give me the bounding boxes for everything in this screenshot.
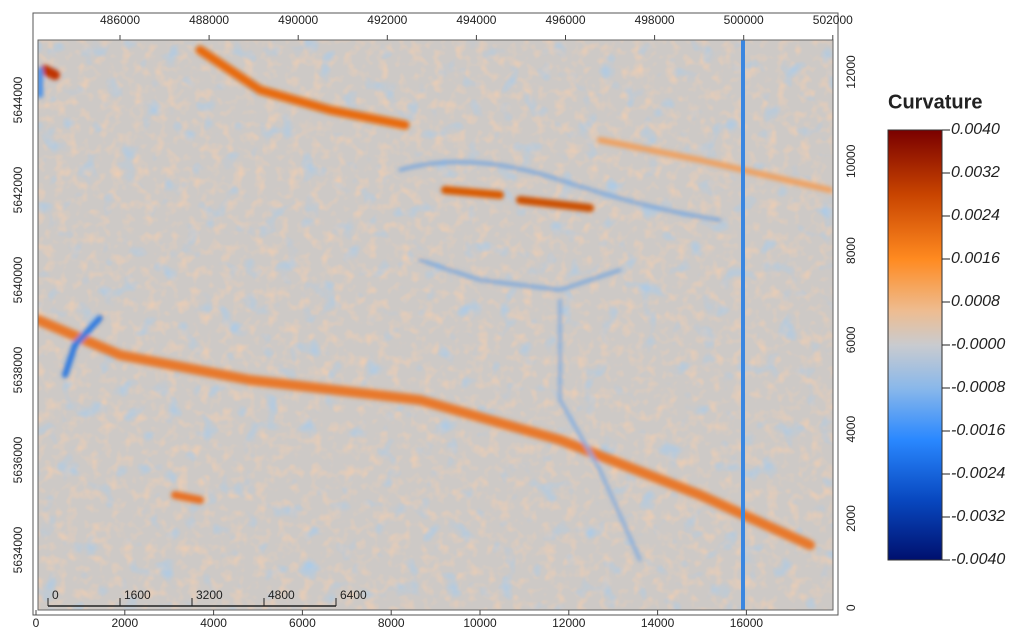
top-axis-label: 486000: [100, 13, 140, 27]
legend-title: Curvature: [888, 91, 982, 113]
left-axis-label: 5644000: [11, 76, 25, 123]
top-axis-label: 488000: [189, 13, 229, 27]
top-axis-label: 492000: [367, 13, 407, 27]
legend-label: -0.0016: [951, 422, 1005, 439]
bottom-axis-label: 16000: [730, 616, 764, 630]
top-axis-label: 500000: [724, 13, 764, 27]
right-axis-label: 8000: [844, 237, 858, 264]
legend-label: -0.0000: [951, 336, 1005, 353]
scale-bar-label: 3200: [196, 588, 223, 602]
top-axis-label: 494000: [456, 13, 496, 27]
left-axis-label: 5634000: [11, 526, 25, 573]
legend-label: 0.0008: [951, 293, 1000, 310]
top-axis-label: 498000: [635, 13, 675, 27]
left-axis-label: 5638000: [11, 346, 25, 393]
bottom-axis-label: 8000: [378, 616, 405, 630]
right-axis-label: 6000: [844, 326, 858, 353]
page: Curvature 0.0040 0.0032 0.0024 0.0016 0.0008…: [0, 0, 1036, 631]
legend-label: -0.0040: [951, 551, 1005, 568]
left-axis-label: 5642000: [11, 166, 25, 213]
left-axis-label: 5636000: [11, 436, 25, 483]
bottom-axis-label: 10000: [463, 616, 497, 630]
bottom-axis-label: 6000: [289, 616, 316, 630]
legend-label: 0.0032: [951, 164, 1000, 181]
top-axis-label: 502000: [813, 13, 853, 27]
scale-bar-label: 6400: [340, 588, 367, 602]
scale-bar-label: 0: [52, 588, 59, 602]
legend-label: -0.0032: [951, 508, 1005, 525]
map-frame: [33, 13, 838, 615]
right-axis-label: 10000: [844, 144, 858, 178]
scale-bar-label: 4800: [268, 588, 295, 602]
bottom-axis-label: 4000: [200, 616, 227, 630]
curvature-raster: [38, 40, 833, 610]
right-axis-label: 4000: [844, 416, 858, 443]
legend-label: 0.0024: [951, 207, 1000, 224]
right-axis-label: 0: [844, 604, 858, 611]
scale-bar-label: 1600: [124, 588, 151, 602]
bottom-axis-label: 2000: [111, 616, 138, 630]
top-axis-label: 496000: [545, 13, 585, 27]
bottom-axis-label: 14000: [641, 616, 675, 630]
legend-label: -0.0008: [951, 379, 1005, 396]
left-axis-label: 5640000: [11, 256, 25, 303]
right-axis-label: 12000: [844, 55, 858, 89]
top-axis-label: 490000: [278, 13, 318, 27]
bottom-axis-label: 12000: [552, 616, 586, 630]
right-axis-label: 2000: [844, 505, 858, 532]
legend-label: 0.0016: [951, 250, 1000, 267]
legend: Curvature 0.0040 0.0032 0.0024 0.0016 0.0008…: [888, 91, 1005, 568]
legend-label: -0.0024: [951, 465, 1005, 482]
bottom-axis-label: 0: [33, 616, 40, 630]
legend-label: 0.0040: [951, 121, 1000, 138]
